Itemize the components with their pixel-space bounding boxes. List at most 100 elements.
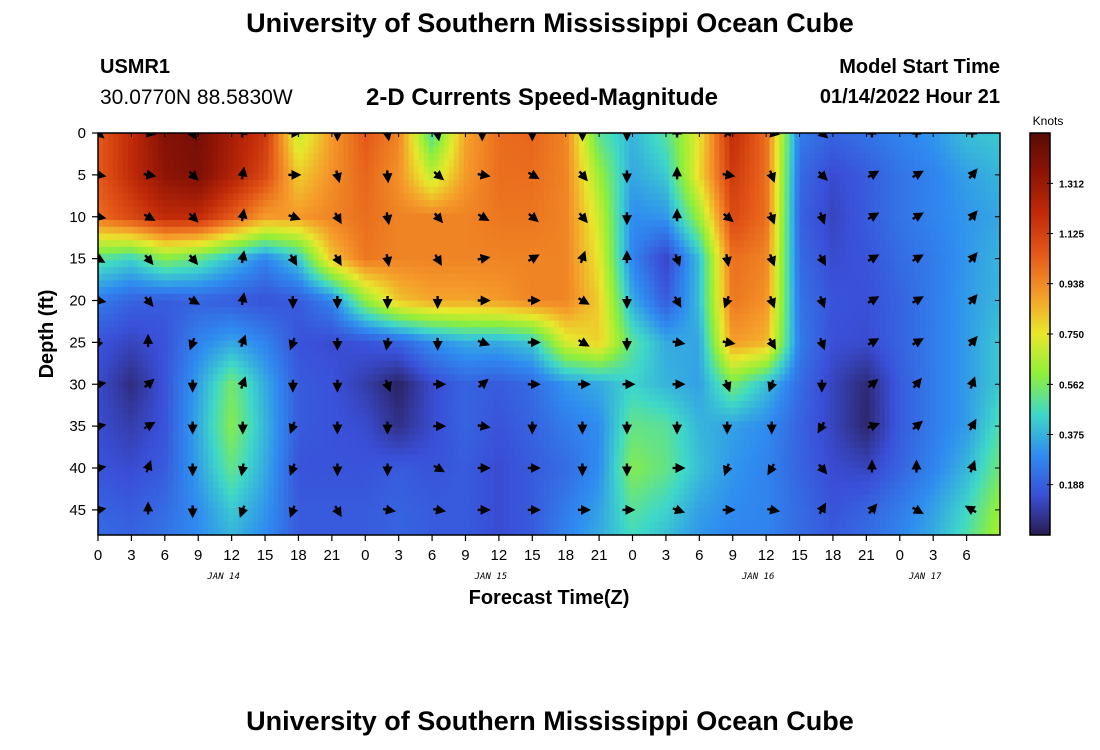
heatmap-cell: [103, 246, 109, 255]
heatmap-cell: [654, 213, 660, 221]
heatmap-cell: [899, 280, 906, 288]
heatmap-cell: [283, 313, 290, 322]
heatmap-cell: [704, 179, 710, 188]
heatmap-cell: [614, 166, 620, 174]
heatmap-cell: [488, 226, 495, 235]
heatmap-cell: [293, 280, 300, 288]
heatmap-cell: [799, 240, 806, 248]
heatmap-cell: [614, 293, 620, 302]
heatmap-cell: [764, 226, 771, 235]
heatmap-cell: [438, 159, 445, 168]
heatmap-cell: [503, 139, 510, 147]
heatmap-cell: [213, 200, 219, 208]
heatmap-cell: [554, 226, 560, 235]
heatmap-cell: [984, 240, 991, 248]
heatmap-cell: [594, 246, 600, 255]
heatmap-cell: [258, 280, 264, 288]
heatmap-cell: [358, 240, 365, 248]
heatmap-cell: [523, 153, 530, 161]
heatmap-cell: [273, 146, 279, 154]
heatmap-cell: [163, 139, 169, 147]
heatmap-cell: [609, 267, 615, 275]
heatmap-cell: [298, 260, 305, 268]
heatmap-cell: [158, 213, 164, 221]
heatmap-cell: [468, 193, 475, 201]
heatmap-cell: [909, 287, 916, 295]
heatmap-cell: [594, 173, 600, 181]
heatmap-cell: [303, 213, 310, 221]
heatmap-cell: [979, 246, 986, 255]
heatmap-cell: [433, 206, 440, 214]
heatmap-cell: [318, 166, 325, 174]
heatmap-cell: [523, 206, 530, 214]
heatmap-cell: [338, 287, 345, 295]
heatmap-cell: [433, 226, 440, 235]
heatmap-cell: [513, 273, 520, 281]
heatmap-cell: [779, 206, 786, 214]
heatmap-cell: [523, 300, 530, 308]
heatmap-cell: [589, 186, 595, 194]
heatmap-cell: [403, 186, 410, 194]
heatmap-cell: [343, 139, 350, 147]
heatmap-cell: [543, 139, 550, 147]
heatmap-cell: [273, 273, 279, 281]
heatmap-cell: [343, 186, 350, 194]
heatmap-cell: [198, 280, 204, 288]
heatmap-cell: [323, 253, 330, 261]
heatmap-cell: [193, 166, 199, 174]
heatmap-cell: [328, 233, 335, 241]
heatmap-cell: [488, 220, 495, 228]
heatmap-cell: [844, 287, 851, 295]
heatmap-cell: [634, 146, 640, 154]
heatmap-cell: [178, 267, 184, 275]
heatmap-cell: [964, 307, 971, 315]
heatmap-cell: [869, 260, 876, 268]
heatmap-cell: [789, 287, 796, 295]
heatmap-cell: [383, 246, 390, 255]
heatmap-cell: [423, 206, 430, 214]
heatmap-cell: [714, 300, 720, 308]
heatmap-cell: [123, 193, 129, 201]
heatmap-cell: [368, 273, 375, 281]
heatmap-cell: [879, 307, 886, 315]
heatmap-cell: [138, 226, 144, 235]
heatmap-cell: [909, 133, 916, 141]
heatmap-cell: [283, 139, 290, 147]
heatmap-cell: [779, 153, 786, 161]
heatmap-cell: [624, 226, 630, 235]
heatmap-cell: [228, 267, 234, 275]
heatmap-cell: [664, 220, 670, 228]
heatmap-cell: [864, 153, 871, 161]
heatmap-cell: [408, 233, 415, 241]
heatmap-cell: [594, 133, 600, 141]
heatmap-cell: [659, 246, 665, 255]
heatmap-cell: [634, 220, 640, 228]
heatmap-cell: [869, 287, 876, 295]
heatmap-cell: [679, 213, 685, 221]
heatmap-cell: [944, 226, 951, 235]
heatmap-cell: [433, 193, 440, 201]
heatmap-cell: [408, 293, 415, 302]
heatmap-cell: [649, 260, 655, 268]
heatmap-cell: [784, 267, 791, 275]
heatmap-cell: [203, 186, 209, 194]
heatmap-cell: [223, 313, 229, 322]
heatmap-cell: [533, 260, 540, 268]
heatmap-cell: [784, 200, 791, 208]
heatmap-cell: [969, 153, 976, 161]
heatmap-cell: [764, 166, 771, 174]
heatmap-cell: [679, 173, 685, 181]
heatmap-cell: [153, 173, 159, 181]
heatmap-cell: [358, 273, 365, 281]
heatmap-cell: [488, 287, 495, 295]
heatmap-cell: [538, 300, 545, 308]
heatmap-cell: [113, 267, 119, 275]
heatmap-cell: [584, 193, 590, 201]
heatmap-cell: [253, 220, 259, 228]
heatmap-cell: [829, 179, 836, 188]
heatmap-cell: [498, 220, 505, 228]
heatmap-cell: [844, 240, 851, 248]
heatmap-cell: [523, 313, 530, 322]
heatmap-cell: [253, 146, 259, 154]
heatmap-cell: [378, 313, 385, 322]
